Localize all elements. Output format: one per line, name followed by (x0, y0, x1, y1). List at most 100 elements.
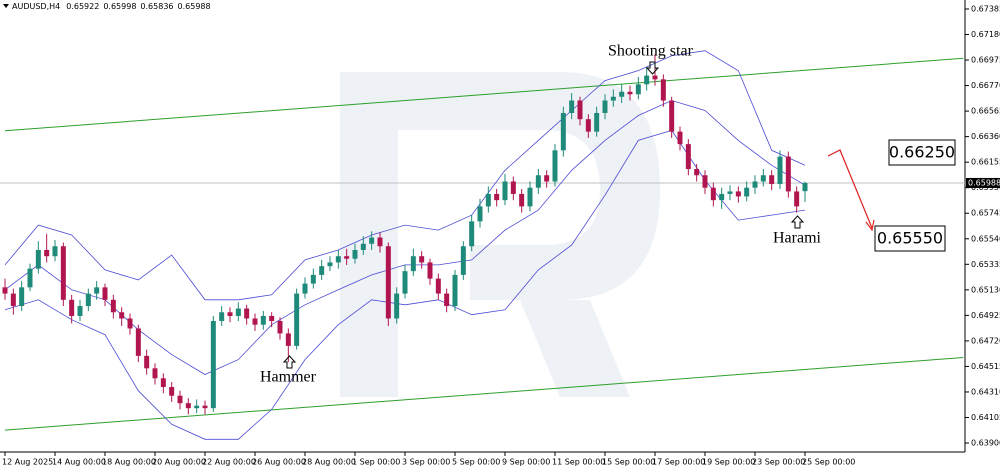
candle-body (144, 355, 150, 369)
level-box (888, 139, 956, 166)
level-box (874, 225, 946, 252)
candle-body (635, 84, 641, 95)
x-tick-label: 11 Sep 00:00 (552, 458, 605, 467)
candle-body (377, 237, 383, 247)
candle-body (660, 79, 666, 101)
candle-body (644, 75, 650, 85)
y-tick-label: 0.64925 (971, 311, 1000, 320)
candle-body (802, 182, 808, 192)
open-value: 0.65922 (66, 2, 99, 11)
candle-body (777, 156, 783, 184)
annotation: Harami (773, 230, 822, 247)
y-tick-label: 0.66975 (971, 56, 1000, 65)
candle-body (202, 405, 208, 409)
candle-body (494, 193, 500, 201)
x-tick-label: 25 Sep 00:00 (802, 458, 855, 467)
candle-body (794, 191, 800, 207)
candle-body (677, 131, 683, 145)
x-tick-label: 14 Aug 00:00 (52, 458, 106, 467)
candle-body (35, 249, 41, 269)
candle-body (60, 246, 66, 300)
x-tick-label: 17 Sep 00:00 (652, 458, 705, 467)
candle-body (169, 386, 175, 396)
x-tick-label: 20 Aug 00:00 (152, 458, 206, 467)
candle-body (385, 246, 391, 319)
candle-body (227, 312, 233, 316)
x-tick-label: 26 Aug 00:00 (252, 458, 306, 467)
candle-body (352, 249, 358, 259)
x-tick-label: 15 Sep 00:00 (602, 458, 655, 467)
trend-line (4, 57, 964, 132)
candle-body (685, 144, 691, 170)
symbol: AUDUSD,H4 (12, 2, 60, 11)
candle-body (527, 187, 533, 207)
annotation: Shooting star (608, 43, 694, 60)
forecast-arrow (827, 149, 873, 229)
candle-body (719, 193, 725, 201)
x-tick-label: 3 Sep 00:00 (402, 458, 450, 467)
candle-body (410, 256, 416, 272)
x-tick-label: 5 Sep 00:00 (452, 458, 500, 467)
candle-body (119, 312, 125, 319)
candle-body (219, 312, 225, 321)
x-tick-label: 19 Sep 00:00 (702, 458, 755, 467)
annotation: Hammer (260, 369, 317, 386)
candle-body (727, 191, 733, 194)
candle-body (177, 395, 183, 404)
candle-body (2, 287, 8, 294)
candle-body (235, 308, 241, 316)
candle-body (519, 193, 525, 207)
candle-body (669, 100, 675, 132)
candle-body (535, 175, 541, 188)
candle-body (369, 237, 375, 244)
close-value: 0.65988 (178, 2, 211, 11)
candle-body (510, 181, 516, 194)
candle-body (594, 112, 600, 132)
candle-body (469, 221, 475, 247)
candle-body (260, 315, 266, 325)
x-tick-label: 12 Aug 2025 (2, 458, 53, 467)
x-tick-label: 18 Aug 00:00 (102, 458, 156, 467)
candle-body (544, 175, 550, 182)
y-tick-label: 0.65335 (971, 260, 1000, 269)
y-tick-label: 0.66565 (971, 107, 1000, 116)
y-tick-label: 0.64105 (971, 413, 1000, 422)
candle-body (394, 293, 400, 319)
candle-body (652, 75, 658, 80)
band-middle (4, 100, 806, 375)
forecast-arrow-head (865, 219, 875, 232)
candle-body (702, 175, 708, 188)
x-tick-label: 22 Aug 00:00 (202, 458, 256, 467)
price-level: 0.66250 (889, 143, 955, 162)
candle-body (94, 287, 100, 294)
candle-body (77, 306, 83, 316)
y-tick-label: 0.65745 (971, 209, 1000, 218)
candle-body (185, 403, 191, 409)
x-tick-label: 1 Sep 00:00 (352, 458, 400, 467)
candle-body (435, 278, 441, 294)
candle-body (419, 256, 425, 263)
y-tick-label: 0.67385 (971, 4, 1000, 13)
candle-body (69, 299, 75, 316)
candle-body (244, 308, 250, 319)
high-value: 0.65998 (103, 2, 136, 11)
candle-body (577, 100, 583, 120)
candle-body (602, 100, 608, 113)
candle-body (752, 181, 758, 188)
x-tick-label: 28 Aug 00:00 (302, 458, 356, 467)
low-value: 0.65836 (140, 2, 173, 11)
candle-body (610, 96, 616, 101)
candle-body (694, 169, 700, 176)
candle-body (785, 156, 791, 192)
candle-body (277, 320, 283, 334)
candle-body (627, 91, 633, 95)
x-tick-label: 23 Sep 00:00 (752, 458, 805, 467)
candle-body (127, 318, 133, 329)
candle-body (444, 293, 450, 307)
